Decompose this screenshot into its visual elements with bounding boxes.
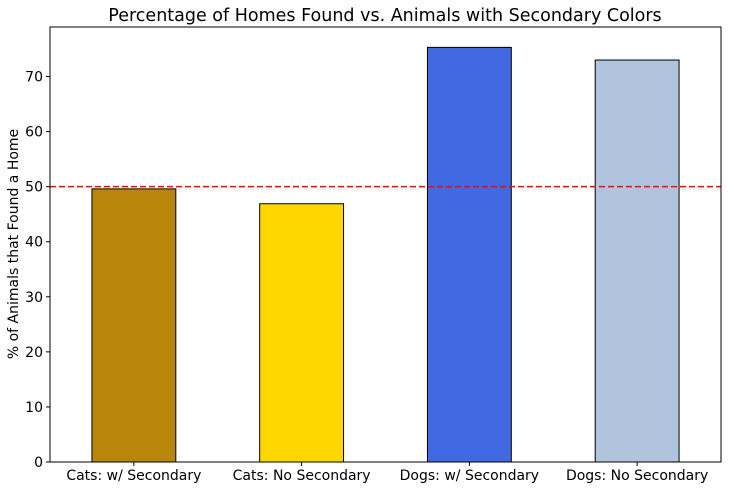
x-tick-label: Cats: w/ Secondary bbox=[66, 468, 201, 484]
y-tick-label: 70 bbox=[25, 70, 43, 86]
x-axis-ticks: Cats: w/ Secondary Cats: No Secondary Dogs… bbox=[66, 462, 708, 484]
x-tick-label: Dogs: w/ Secondary bbox=[400, 468, 539, 484]
y-tick-label: 10 bbox=[25, 400, 43, 416]
y-tick-label: 60 bbox=[25, 125, 43, 141]
bar-3 bbox=[594, 59, 680, 463]
bar-0 bbox=[91, 188, 177, 463]
y-tick-label: 40 bbox=[25, 235, 43, 251]
bars bbox=[91, 46, 680, 463]
chart-title: Percentage of Homes Found vs. Animals wi… bbox=[108, 6, 661, 26]
y-axis-label: % of Animals that Found a Home bbox=[6, 129, 22, 359]
y-tick-label: 0 bbox=[34, 455, 43, 471]
bar-2 bbox=[426, 46, 512, 463]
x-tick-label: Dogs: No Secondary bbox=[566, 468, 708, 484]
y-tick-label: 30 bbox=[25, 290, 43, 306]
bar-1 bbox=[259, 203, 345, 463]
y-axis-ticks: 0 10 20 30 40 50 60 70 bbox=[25, 70, 50, 471]
x-tick-label: Cats: No Secondary bbox=[233, 468, 371, 484]
plot-area-frame bbox=[49, 26, 722, 463]
y-tick-label: 50 bbox=[25, 180, 43, 196]
y-tick-label: 20 bbox=[25, 345, 43, 361]
